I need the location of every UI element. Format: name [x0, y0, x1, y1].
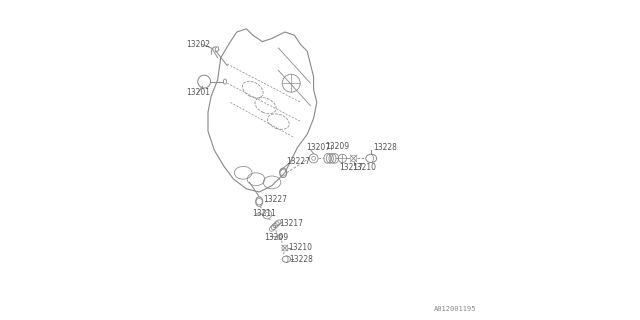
Ellipse shape: [366, 154, 377, 163]
Ellipse shape: [215, 47, 219, 52]
Ellipse shape: [223, 79, 227, 84]
Ellipse shape: [282, 256, 291, 262]
Text: 13202: 13202: [186, 40, 210, 49]
Text: 13227: 13227: [263, 196, 287, 204]
Text: 13209: 13209: [326, 142, 349, 151]
Text: 13210: 13210: [352, 164, 376, 172]
Text: 13217: 13217: [339, 164, 364, 172]
Text: 13228: 13228: [372, 143, 397, 152]
Text: 13210: 13210: [288, 244, 312, 252]
Text: 13227: 13227: [287, 157, 310, 166]
Text: A012001195: A012001195: [435, 306, 477, 312]
Text: 13211: 13211: [252, 209, 276, 218]
Text: 13201: 13201: [186, 88, 210, 97]
Text: 13228: 13228: [289, 255, 313, 264]
Text: 13217: 13217: [280, 219, 304, 228]
Text: 13209: 13209: [265, 233, 289, 242]
Text: 13207: 13207: [307, 143, 331, 152]
